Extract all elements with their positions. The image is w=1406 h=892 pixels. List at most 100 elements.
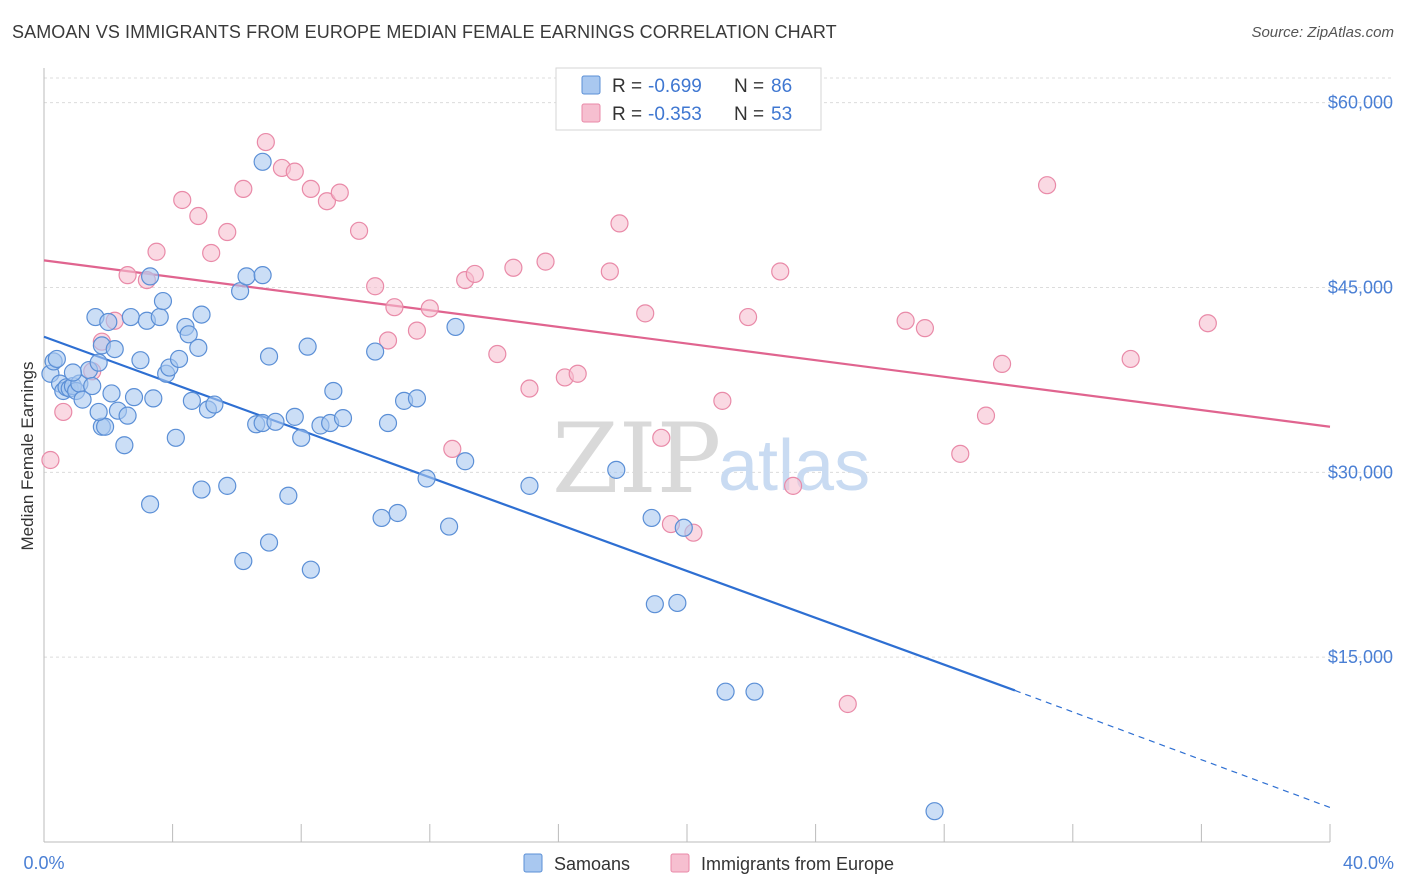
point-europe xyxy=(41,450,60,470)
point-samoans xyxy=(89,353,108,372)
point-samoans xyxy=(150,307,169,327)
point-samoans xyxy=(285,407,304,426)
point-samoans xyxy=(366,342,385,361)
gridlines xyxy=(44,77,1394,658)
point-europe xyxy=(202,243,221,263)
legend-n-label-europe: N = xyxy=(734,104,764,125)
trend-lines xyxy=(43,259,1331,809)
point-samoans xyxy=(218,476,237,495)
point-samoans xyxy=(131,351,150,370)
point-europe xyxy=(1198,314,1217,333)
point-samoans xyxy=(121,307,140,327)
point-samoans xyxy=(266,412,285,431)
point-samoans xyxy=(102,384,121,403)
watermark: ZIP atlas xyxy=(552,403,870,515)
point-samoans xyxy=(925,802,944,821)
point-samoans xyxy=(520,476,539,495)
legend-n-label-samoans: N = xyxy=(734,76,764,97)
point-europe xyxy=(992,354,1012,373)
y-axis-label: Median Female Earnings xyxy=(18,362,37,551)
point-europe xyxy=(118,266,137,285)
legend-n-value-europe: 53 xyxy=(771,104,792,125)
point-samoans xyxy=(99,312,118,332)
point-europe xyxy=(783,476,803,495)
bottom-legend-swatch-europe xyxy=(670,853,690,873)
legend-r-label-europe: R = xyxy=(612,104,642,125)
point-europe xyxy=(330,183,349,202)
point-europe xyxy=(1037,176,1057,195)
point-samoans xyxy=(63,363,83,382)
point-samoans xyxy=(333,409,353,428)
x-tick-labels: 0.0% 40.0% xyxy=(23,853,1394,873)
point-europe xyxy=(738,307,758,327)
point-samoans xyxy=(279,486,298,505)
point-europe xyxy=(1121,349,1140,369)
point-europe xyxy=(568,364,587,383)
point-europe xyxy=(504,258,523,277)
point-samoans xyxy=(642,508,661,528)
bottom-legend-label-europe: Immigrants from Europe xyxy=(701,854,894,874)
point-samoans xyxy=(189,338,208,357)
watermark-zip: ZIP xyxy=(552,403,721,515)
chart-source: Source: ZipAtlas.com xyxy=(1251,24,1394,41)
point-samoans xyxy=(115,436,134,455)
point-samoans xyxy=(234,551,253,571)
point-europe xyxy=(366,277,385,296)
legend-r-label-samoans: R = xyxy=(612,76,642,97)
point-samoans xyxy=(140,495,160,514)
point-europe xyxy=(896,311,915,330)
point-samoans xyxy=(179,325,198,344)
point-europe xyxy=(713,391,732,410)
point-samoans xyxy=(83,376,102,396)
point-samoans xyxy=(417,469,436,488)
trend-line-europe xyxy=(43,259,1331,428)
legend-r-value-samoans: -0.699 xyxy=(648,76,702,97)
point-europe xyxy=(218,222,237,242)
point-samoans xyxy=(439,517,459,536)
point-samoans xyxy=(292,428,311,447)
point-samoans xyxy=(105,339,124,359)
point-europe xyxy=(189,206,208,226)
point-europe xyxy=(610,214,629,233)
point-samoans xyxy=(745,682,764,701)
legend: R = -0.699 N = 86 R = -0.353 N = 53 xyxy=(555,67,822,131)
point-samoans xyxy=(298,337,317,356)
point-samoans xyxy=(645,595,664,614)
y-tick-label: $45,000 xyxy=(1328,277,1393,297)
point-samoans xyxy=(89,402,108,422)
y-tick-label: $30,000 xyxy=(1328,462,1393,482)
point-samoans xyxy=(253,266,272,285)
point-europe xyxy=(301,179,320,199)
point-samoans xyxy=(169,349,189,369)
point-samoans xyxy=(182,391,201,410)
point-samoans xyxy=(118,406,137,425)
point-samoans xyxy=(192,480,211,499)
point-samoans xyxy=(73,390,92,409)
point-samoans xyxy=(144,389,163,408)
point-samoans xyxy=(456,452,475,471)
point-europe xyxy=(285,162,304,181)
point-samoans xyxy=(153,291,173,311)
x-tick-label: 0.0% xyxy=(23,853,64,873)
point-europe xyxy=(317,192,337,211)
point-europe xyxy=(488,344,507,364)
point-samoans xyxy=(192,305,211,324)
point-europe xyxy=(915,319,935,338)
y-tick-labels: $15,000 $30,000 $45,000 $60,000 xyxy=(1328,93,1393,668)
point-europe xyxy=(600,262,619,281)
point-europe xyxy=(407,321,427,340)
point-europe xyxy=(234,179,253,199)
point-europe xyxy=(520,379,539,398)
x-tick-label: 40.0% xyxy=(1343,853,1394,873)
point-europe xyxy=(173,190,192,210)
bottom-legend: Samoans Immigrants from Europe xyxy=(523,853,894,874)
legend-swatch-europe xyxy=(581,103,601,123)
bottom-legend-label-samoans: Samoans xyxy=(554,854,630,874)
point-europe xyxy=(54,402,73,422)
point-samoans xyxy=(388,503,407,523)
point-europe xyxy=(378,331,398,350)
point-europe xyxy=(838,694,857,714)
point-europe xyxy=(771,262,790,281)
y-tick-label: $15,000 xyxy=(1328,647,1393,667)
